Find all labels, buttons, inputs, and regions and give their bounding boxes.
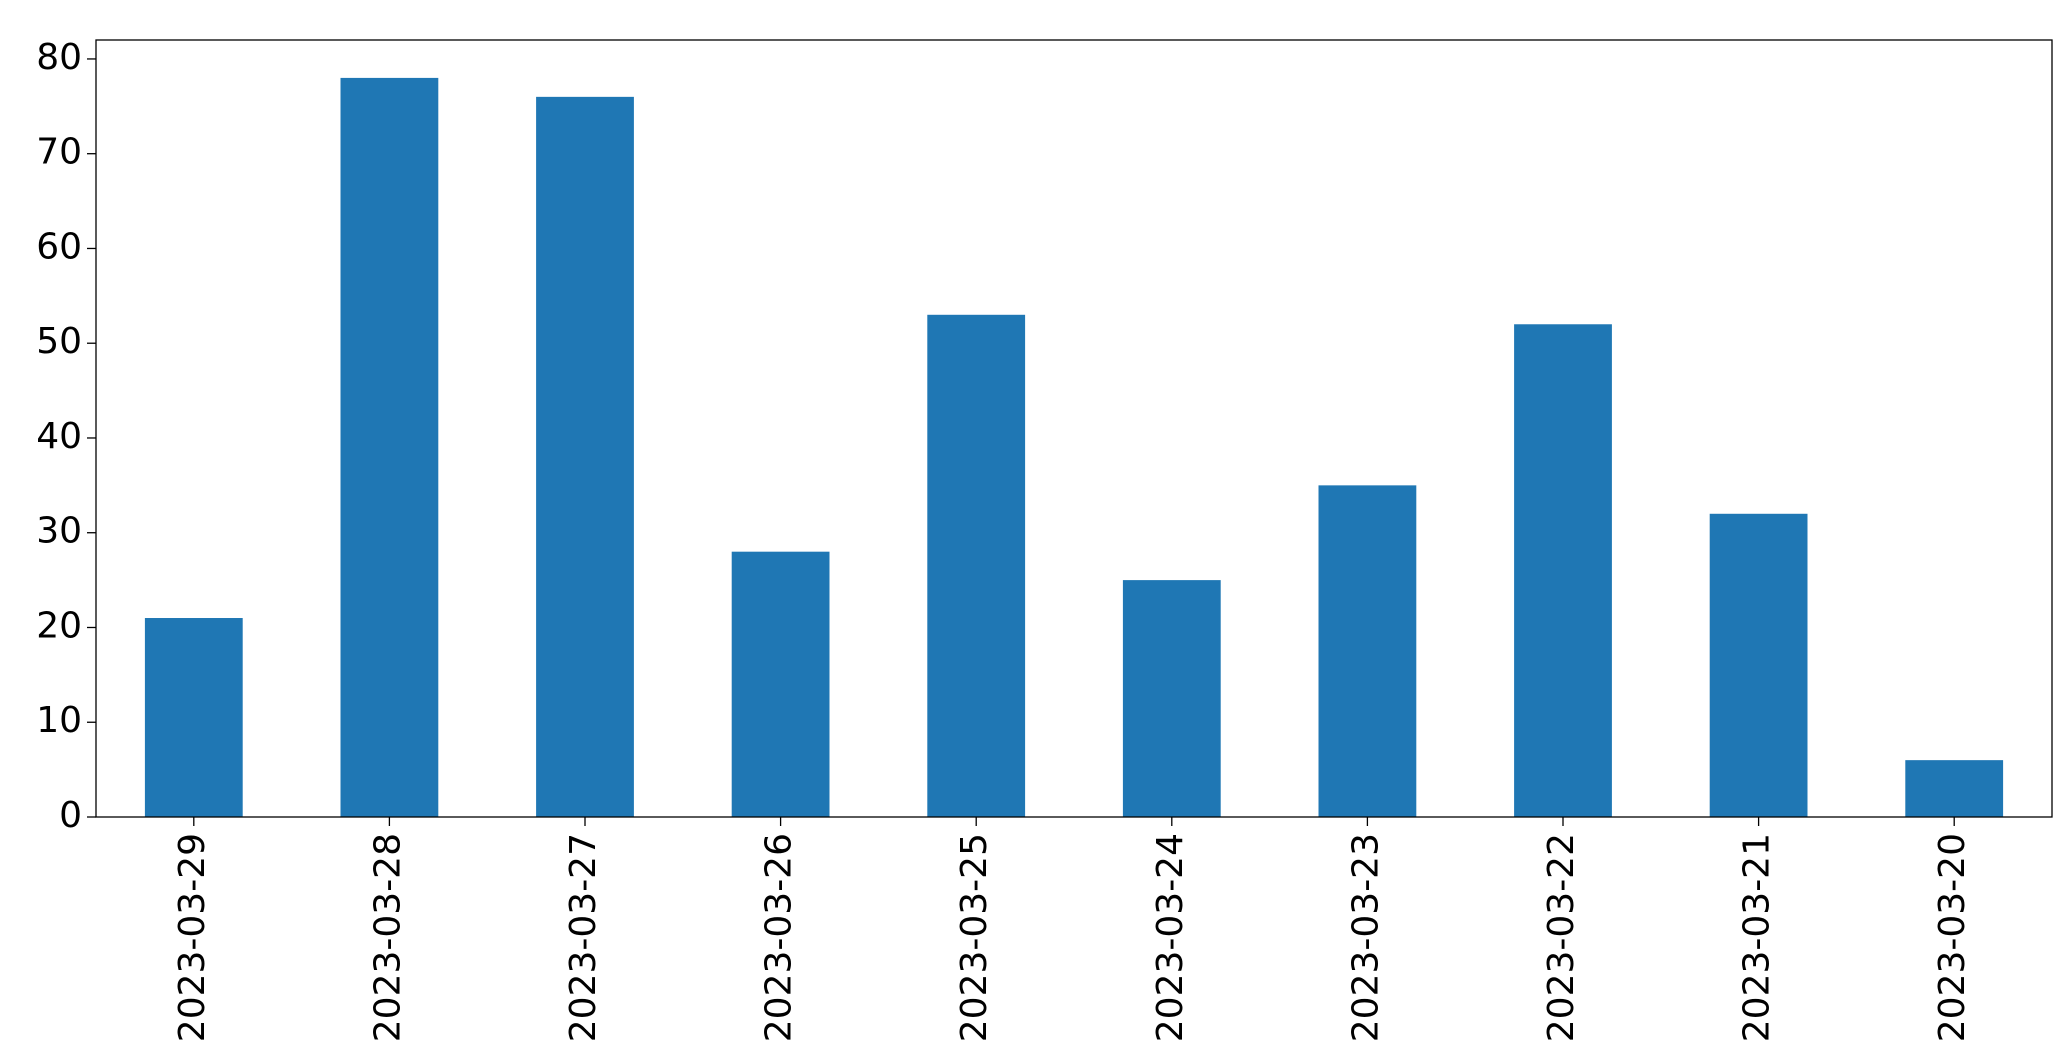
x-tick-label: 2023-03-29: [172, 833, 213, 1042]
y-tick-label: 30: [36, 511, 82, 552]
x-tick-label: 2023-03-21: [1737, 833, 1778, 1042]
bar: [340, 77, 439, 817]
y-tick-label: 50: [36, 321, 82, 362]
bar: [1514, 324, 1612, 817]
y-tick-label: 80: [36, 37, 82, 78]
x-tick-label: 2023-03-27: [563, 833, 604, 1042]
bar: [1122, 580, 1221, 817]
y-tick-label: 40: [36, 416, 82, 457]
x-tick-label: 2023-03-26: [759, 833, 800, 1042]
y-tick-label: 0: [59, 795, 82, 836]
bar: [1318, 485, 1417, 817]
bar: [536, 96, 634, 818]
y-tick-label: 60: [36, 226, 82, 267]
y-tick-label: 70: [36, 132, 82, 173]
bar: [731, 551, 830, 817]
plot-frame: [95, 39, 2053, 818]
bar: [927, 314, 1026, 817]
bar: [1905, 760, 2004, 817]
y-tick-label: 20: [36, 605, 82, 646]
x-tick-label: 2023-03-25: [954, 833, 995, 1042]
y-tick-label: 10: [36, 700, 82, 741]
x-tick-label: 2023-03-20: [1932, 833, 1973, 1042]
bar: [1709, 513, 1808, 817]
bar: [144, 618, 243, 817]
x-tick-label: 2023-03-23: [1345, 833, 1386, 1042]
x-tick-label: 2023-03-24: [1150, 833, 1191, 1042]
x-tick-label: 2023-03-28: [367, 833, 408, 1042]
x-tick-label: 2023-03-22: [1541, 833, 1582, 1042]
